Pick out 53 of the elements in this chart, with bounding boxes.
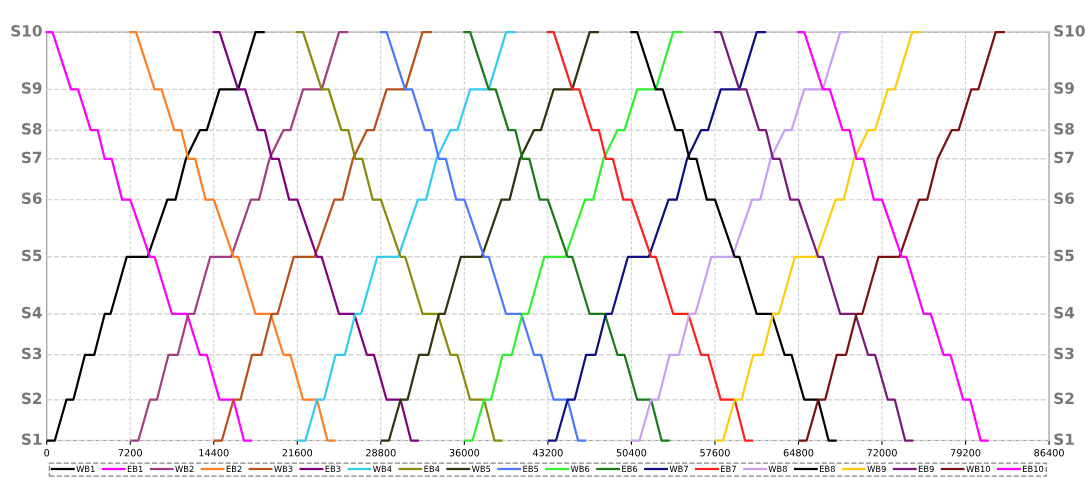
ref-line-label: S7 — [1054, 151, 1074, 164]
legend-label: WB9 — [867, 465, 886, 473]
x-tick-label: 36000 — [449, 449, 480, 457]
legend-label: WB4 — [373, 465, 392, 472]
ref-line-label: S10 — [11, 25, 42, 37]
legend-label: EB8 — [820, 465, 835, 473]
legend-label: WB8 — [768, 465, 787, 473]
x-tick-label: 28800 — [366, 449, 396, 457]
x-tick-label: 86400 — [1034, 449, 1064, 457]
ref-line-label: S2 — [1054, 392, 1074, 405]
legend-label: EB7 — [721, 465, 736, 472]
legend-label: WB7 — [669, 465, 688, 472]
legend-label: EB4 — [424, 465, 440, 472]
legend-label: EB3 — [325, 465, 341, 473]
ref-line-label: S9 — [21, 82, 42, 94]
text: S8 — [1054, 123, 1074, 135]
ref-line-label: S4 — [21, 306, 42, 319]
ref-line-label: S3 — [1054, 347, 1074, 360]
legend-label: EB6 — [622, 465, 638, 473]
legend-label: EB2 — [226, 465, 242, 472]
x-tick-label: 72000 — [867, 449, 897, 457]
text: S10 — [1054, 25, 1085, 37]
text: S4 — [1054, 306, 1075, 319]
legend-label: WB10 — [966, 465, 991, 473]
x-tick-label: 21600 — [282, 449, 313, 457]
x-tick-label: 50400 — [616, 449, 647, 457]
legend-label: WB6 — [570, 465, 590, 473]
x-tick-label: 0 — [44, 449, 50, 457]
text: S5 — [1054, 249, 1074, 262]
legend-label: WB1 — [76, 465, 95, 472]
x-tick-label: 43200 — [532, 449, 563, 457]
ref-line-label: S8 — [21, 123, 42, 135]
legend-label: EB5 — [523, 465, 539, 473]
x-tick-label: 79200 — [950, 449, 981, 457]
legend-label: WB2 — [175, 465, 194, 472]
legend-label: EB10 — [1023, 465, 1044, 473]
text: S6 — [1054, 192, 1075, 205]
legend-label: EB1 — [127, 465, 143, 472]
text: S3 — [21, 347, 42, 360]
x-tick-label: 64800 — [783, 449, 814, 457]
x-tick-label: 57600 — [700, 449, 730, 457]
text: S1 — [1054, 433, 1074, 445]
legend-label: EB9 — [918, 465, 934, 473]
legend-label: WB5 — [471, 465, 491, 473]
legend-label: WB3 — [274, 465, 293, 473]
ref-line-label: S6 — [21, 192, 42, 205]
text: S2 — [21, 392, 42, 405]
text: S7 — [21, 151, 42, 164]
text: S9 — [1054, 82, 1074, 94]
ref-line-label: S5 — [21, 249, 42, 262]
ref-line-label: S1 — [21, 433, 42, 445]
x-tick-label: 7200 — [118, 449, 142, 457]
x-tick-label: 14400 — [199, 449, 229, 457]
